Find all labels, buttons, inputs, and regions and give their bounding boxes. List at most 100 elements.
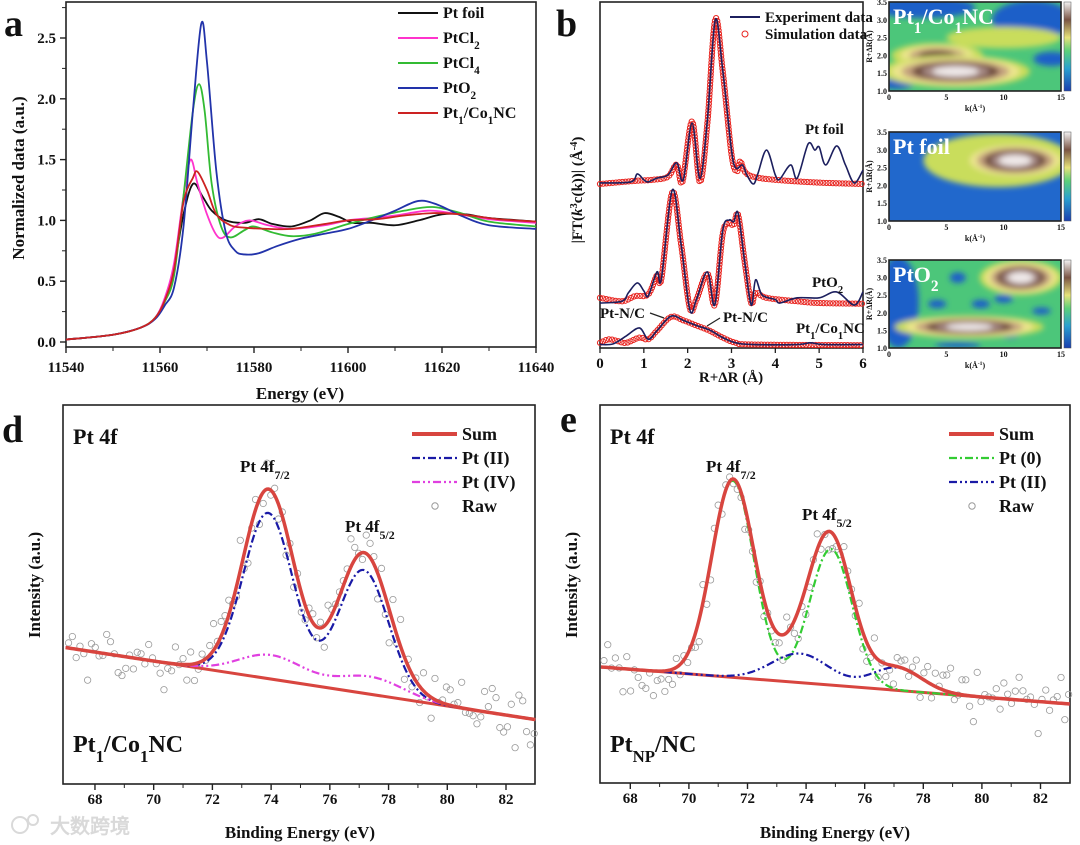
y-axis-title: R+ΔR(Å) xyxy=(865,30,874,63)
series-line xyxy=(65,158,537,341)
raw-data-point xyxy=(271,484,279,492)
panel-e-xps-chart: 68 70 72 74 76 78 80 82 Binding Energy (eV) Inten… xyxy=(562,404,1073,842)
raw-data-point xyxy=(1057,673,1065,682)
raw-data-point xyxy=(969,718,978,726)
x-tick-label: 0 xyxy=(596,356,604,372)
simulation-point xyxy=(657,175,664,183)
y-axis-title: Intensity (a.u.) xyxy=(562,532,581,638)
sample-label-pt-foil-part: Pt foil xyxy=(805,122,844,138)
legend-label: Pt (II) xyxy=(462,448,510,469)
simulation-point xyxy=(830,300,837,307)
raw-data-point xyxy=(282,551,290,559)
legend-label: PtCl4 xyxy=(443,55,480,77)
raw-data-point xyxy=(958,676,966,684)
x-tick-label: 70 xyxy=(681,791,696,807)
raw-data-point xyxy=(244,559,252,567)
heatmap-title-part: 1 xyxy=(914,20,922,37)
x-tick-label: 82 xyxy=(1033,791,1048,807)
raw-data-point xyxy=(301,616,309,624)
raw-data-point xyxy=(1034,729,1042,738)
x-tick-label: 82 xyxy=(499,792,514,808)
peak-label-4f7-2-part: Pt 4f xyxy=(706,457,741,476)
simulation-point xyxy=(852,300,859,307)
raw-data-point xyxy=(931,669,939,677)
raw-data-point xyxy=(259,499,267,508)
x-tick-label: 78 xyxy=(916,791,931,807)
heatmap-title: Pt foil xyxy=(893,134,950,159)
raw-data-point xyxy=(164,664,172,672)
peak-label-4f5-2-part: Pt 4f xyxy=(802,505,837,524)
heatmap-low-region xyxy=(994,294,1013,303)
simulation-point xyxy=(641,177,648,184)
simulation-point xyxy=(621,339,628,347)
component-curve xyxy=(65,511,536,721)
y-axis-title: |FT(k3c(k))| (Å-4) xyxy=(569,137,587,244)
raw-data-point xyxy=(236,536,244,544)
raw-data-point xyxy=(1000,679,1008,687)
simulation-point xyxy=(628,178,635,185)
sample-label-pt1-co1nc: Pt1/Co1NC xyxy=(796,321,865,342)
simulation-point xyxy=(600,295,607,302)
sample-label-part: 1 xyxy=(140,747,148,766)
sample-label-part: NC xyxy=(148,732,183,758)
simulation-point xyxy=(633,292,641,299)
raw-data-point xyxy=(400,675,409,683)
raw-data-point xyxy=(600,657,608,665)
simulation-point xyxy=(794,178,801,185)
panel-a-xanes-chart: 11540 11560 11580 11600 11620 11640 0.0 0.5 1.0 1… xyxy=(9,1,554,403)
simulation-point xyxy=(688,320,696,327)
raw-data-point xyxy=(84,676,92,684)
peak-label-4f7-2-part: 7/2 xyxy=(740,468,755,482)
raw-data-point xyxy=(209,620,218,628)
simulation-point xyxy=(630,336,637,344)
heatmap-low-region xyxy=(1032,307,1051,315)
heatmap-title-part: 2 xyxy=(931,278,939,295)
sample-label-pto2-part: PtO xyxy=(812,275,838,291)
raw-data-point xyxy=(206,641,214,650)
raw-data-point xyxy=(103,630,111,639)
heatmap-title: Pt1/Co1NC xyxy=(893,4,994,37)
annotation-arrow xyxy=(649,312,665,319)
y-tick-label: 1.0 xyxy=(37,213,56,229)
sample-label-part: Pt xyxy=(610,732,633,758)
x-tick-label: 74 xyxy=(264,792,280,808)
wavelet-map: PtO2 0 5 10 15 1.0 1.5 2.0 2.5 3.0 3.5 k(Å-1) R+ΔR(Å… xyxy=(865,256,1072,370)
legend-label: Sum xyxy=(462,424,497,444)
x-tick-label: 70 xyxy=(146,792,161,808)
raw-data-point xyxy=(389,595,397,604)
raw-data-point xyxy=(106,638,115,646)
raw-data-point xyxy=(477,713,485,721)
y-tick-label: 2.5 xyxy=(877,164,887,173)
y-tick-label: 1.5 xyxy=(877,69,887,78)
raw-data-point xyxy=(469,712,477,720)
sum-curve xyxy=(600,477,1070,706)
y-tick-label: 0.0 xyxy=(37,335,56,351)
x-axis-title-part: k(Å xyxy=(965,361,978,370)
raw-data-point xyxy=(790,629,798,637)
experiment-line xyxy=(599,188,864,314)
series-line xyxy=(65,170,537,341)
x-tick-label: 10 xyxy=(1000,93,1008,102)
x-axis-title-part: ) xyxy=(982,104,985,113)
simulation-point xyxy=(858,300,866,307)
y-tick-label: 1.5 xyxy=(37,153,56,169)
heatmap-title: PtO2 xyxy=(893,262,939,295)
simulation-point xyxy=(791,178,798,185)
x-axis-title-part: -1 xyxy=(978,104,983,110)
raw-data-point xyxy=(623,653,631,661)
raw-data-point xyxy=(358,555,367,564)
panel-letter: e xyxy=(560,399,577,441)
simulation-point xyxy=(801,298,808,306)
watermark-text: 大数跨境 xyxy=(50,814,130,838)
x-axis-title-part: k(Å xyxy=(965,104,978,113)
x-tick-label: 5 xyxy=(815,356,823,372)
wavelet-map: Pt foil 0 5 10 15 1.0 1.5 2.0 2.5 3.0 3.5 k(Å-1) R+Δ… xyxy=(865,128,1072,243)
legend-label: Pt (0) xyxy=(999,448,1041,469)
raw-data-point xyxy=(912,656,920,664)
component-curve xyxy=(600,652,1070,706)
y-tick-label: 1.0 xyxy=(877,87,887,96)
y-tick-label: 3.0 xyxy=(877,146,887,155)
raw-data-point xyxy=(167,667,176,675)
raw-data-point xyxy=(920,669,928,677)
